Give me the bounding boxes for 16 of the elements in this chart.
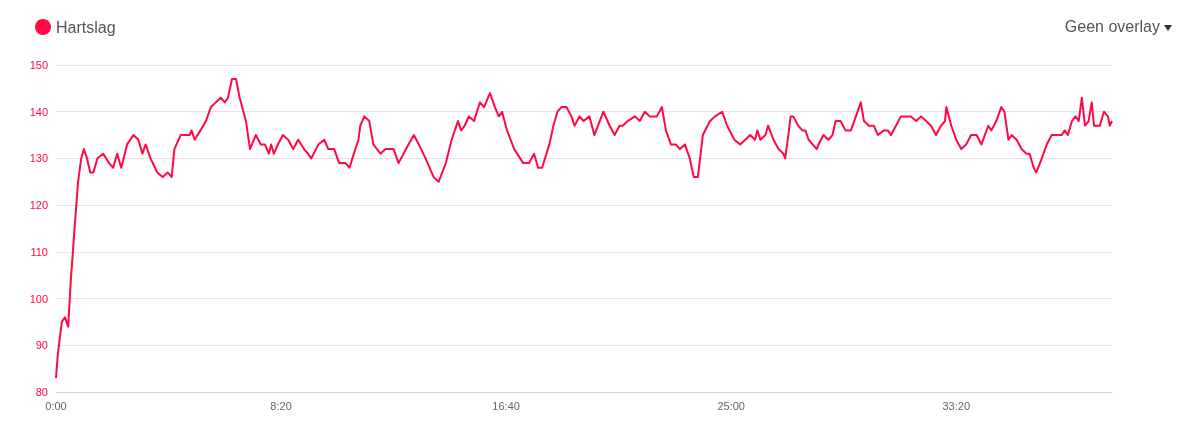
x-tick-label: 8:20 [270,399,292,412]
y-tick-label: 90 [35,339,48,352]
y-tick-label: 140 [29,105,48,118]
y-tick-label: 100 [29,292,48,305]
x-tick-label: 16:40 [492,399,520,412]
y-tick-label: 110 [30,245,48,258]
text: Geen overlay [1064,17,1161,35]
y-tick-label: 120 [29,199,48,212]
y-tick-label: 150 [29,59,48,71]
line-series [55,78,1113,379]
x-tick-label: 25:00 [717,399,745,412]
x-tick-label: 33:20 [942,399,971,412]
x-tick-label: 0:00 [45,399,67,412]
legend-label: Hartslag [56,18,116,36]
y-tick-label: 80 [35,386,48,398]
y-tick-label: 130 [29,152,48,165]
